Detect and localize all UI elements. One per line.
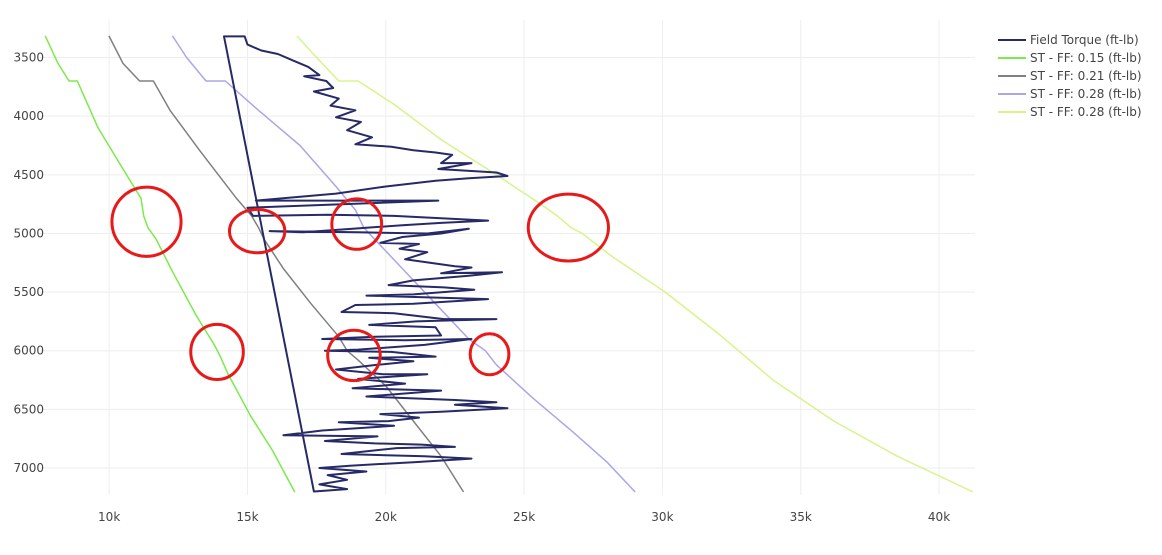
legend-item-3[interactable]: ST - FF: 0.28 (ft-lb): [998, 87, 1142, 101]
y-tick-label: 4500: [13, 168, 44, 182]
series-line-1: [44, 35, 296, 493]
legend-label: ST - FF: 0.21 (ft-lb): [1030, 69, 1142, 83]
y-tick-label: 4000: [13, 109, 44, 123]
highlight-circle-3: [330, 197, 384, 251]
legend-label: Field Torque (ft-lb): [1030, 33, 1139, 47]
y-tick-label: 6000: [13, 344, 44, 358]
legend-item-0[interactable]: Field Torque (ft-lb): [998, 33, 1139, 47]
y-tick-label: 7000: [13, 461, 44, 475]
series-line-4: [296, 35, 973, 493]
legend[interactable]: Field Torque (ft-lb) ST - FF: 0.15 (ft-lb…: [998, 33, 1142, 119]
legend-item-1[interactable]: ST - FF: 0.15 (ft-lb): [998, 51, 1142, 65]
x-tick-label: 20k: [375, 510, 397, 524]
series-line-0: [223, 35, 509, 493]
y-tick-label: 6500: [13, 402, 44, 416]
legend-item-2[interactable]: ST - FF: 0.21 (ft-lb): [998, 69, 1142, 83]
x-tick-label: 25k: [513, 510, 535, 524]
series-line-2: [108, 35, 464, 493]
x-tick-label: 40k: [928, 510, 950, 524]
highlight-circle-4: [326, 328, 382, 383]
legend-item-4[interactable]: ST - FF: 0.28 (ft-lb): [998, 105, 1142, 119]
y-axis-ticks: 3500 4000 4500 5000 5500 6000 6500 7000: [13, 51, 44, 475]
highlight-circle-0: [110, 185, 183, 258]
highlight-circle-6: [526, 192, 610, 263]
y-tick-label: 5500: [13, 285, 44, 299]
legend-label: ST - FF: 0.28 (ft-lb): [1030, 87, 1142, 101]
series-line-3: [172, 35, 636, 493]
highlight-circles: [110, 185, 610, 383]
highlight-circle-5: [468, 332, 511, 377]
series-lines: [44, 35, 973, 493]
y-tick-label: 3500: [13, 51, 44, 65]
x-tick-label: 35k: [790, 510, 812, 524]
legend-label: ST - FF: 0.15 (ft-lb): [1030, 51, 1142, 65]
legend-label: ST - FF: 0.28 (ft-lb): [1030, 105, 1142, 119]
x-tick-label: 15k: [236, 510, 258, 524]
highlight-circle-2: [227, 207, 287, 255]
y-tick-label: 5000: [13, 226, 44, 240]
grid-lines: [40, 20, 975, 495]
highlight-circle-1: [189, 322, 245, 381]
x-axis-ticks: 10k 15k 20k 25k 30k 35k 40k: [98, 510, 950, 524]
x-tick-label: 30k: [651, 510, 673, 524]
x-tick-label: 10k: [98, 510, 120, 524]
